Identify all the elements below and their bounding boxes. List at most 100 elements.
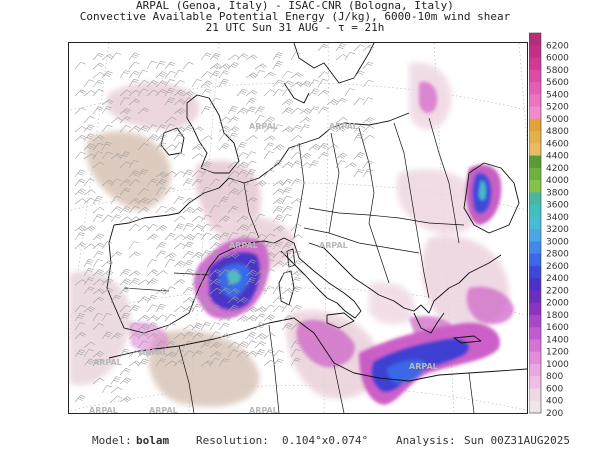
wind-barb: [173, 170, 186, 178]
wind-barb: [164, 87, 175, 97]
wind-barb: [119, 179, 131, 187]
wind-barb: [119, 268, 131, 277]
colorbar-tick-label: 2600: [546, 262, 569, 272]
colorbar-tick-label: 2800: [546, 250, 569, 260]
wind-barb: [200, 106, 211, 115]
wind-barb: [263, 286, 275, 295]
wind-barb: [245, 54, 258, 61]
wind-barb: [281, 315, 294, 322]
wind-barb: [263, 268, 275, 277]
wind-barb: [173, 242, 186, 250]
wind-barb: [128, 322, 140, 331]
wind-barb: [128, 332, 141, 340]
wind-barb: [83, 189, 96, 196]
wind-barb: [281, 80, 294, 88]
wind-barb: [119, 116, 131, 124]
wind-barb: [155, 71, 168, 79]
wind-barb: [155, 287, 168, 295]
wind-barb: [218, 322, 230, 331]
wind-barb: [119, 396, 132, 403]
colorbar-border: [529, 32, 542, 414]
wind-barb: [182, 350, 195, 358]
wind-barb: [218, 63, 231, 70]
colorbar-swatch: [529, 143, 541, 156]
wind-barb: [101, 54, 114, 61]
wind-barb: [101, 331, 113, 340]
wind-barb: [362, 79, 374, 88]
map-canvas: ARPAL ARPAL ARPAL ARPAL ARPAL ARPAL ARPA…: [69, 43, 527, 413]
wind-barb: [146, 349, 158, 358]
wind-barb: [92, 259, 103, 268]
wind-barb: [236, 88, 248, 97]
wind-barb: [281, 214, 292, 223]
wind-barb: [146, 269, 159, 277]
wind-barb: [119, 278, 132, 286]
wind-barb: [101, 70, 113, 79]
wind-barb: [290, 160, 302, 169]
wind-barb: [209, 52, 221, 61]
wind-barb: [227, 252, 240, 259]
wind-barb: [101, 179, 114, 187]
wind-barb: [191, 350, 203, 358]
wind-barb: [209, 287, 222, 295]
wind-barb: [227, 161, 240, 169]
colorbar-tick-label: 6200: [546, 41, 569, 51]
wind-barb: [164, 97, 176, 106]
wind-barb: [200, 232, 212, 241]
wind-barb: [182, 250, 194, 259]
wind-barb: [362, 125, 375, 133]
wind-barb: [227, 288, 240, 295]
wind-barb: [164, 116, 177, 124]
wind-barb: [173, 80, 185, 88]
wind-barb: [254, 233, 267, 241]
wind-barbs: [74, 43, 375, 403]
wind-barb: [101, 278, 113, 286]
wind-barb: [272, 79, 284, 88]
wind-barb: [290, 81, 303, 88]
wind-barb: [173, 215, 186, 223]
wind-barb: [353, 44, 366, 52]
colorbar-swatch: [529, 351, 541, 365]
wind-barb: [290, 286, 302, 295]
wind-barb: [299, 124, 311, 133]
wind-barb: [254, 313, 266, 322]
wind-barb: [209, 178, 221, 187]
wind-barb: [272, 241, 283, 250]
wind-barb: [209, 358, 220, 367]
watermark-label: ARPAL: [149, 406, 178, 413]
wind-barb: [200, 296, 213, 304]
wind-barb: [110, 196, 121, 205]
wind-barb: [74, 304, 86, 313]
colorbar-swatch: [529, 241, 541, 255]
wind-barb: [200, 169, 212, 178]
wind-barb: [74, 313, 85, 322]
wind-barb: [146, 322, 158, 331]
wind-barb: [218, 232, 230, 241]
wind-barb: [218, 143, 230, 151]
wind-barb: [128, 61, 140, 70]
wind-barb: [92, 79, 104, 88]
wind-barb: [281, 178, 293, 187]
wind-barb: [245, 223, 257, 232]
wind-barb: [128, 70, 140, 79]
wind-barb: [326, 125, 339, 133]
title-line-1: ARPAL (Genoa, Italy) - ISAC-CNR (Bologna…: [136, 0, 454, 12]
colorbar-tick-label: 600: [546, 384, 563, 394]
wind-barb: [245, 151, 257, 160]
wind-barb: [272, 350, 284, 358]
wind-barb: [254, 115, 266, 124]
wind-barb: [209, 322, 221, 331]
wind-barb: [101, 313, 112, 322]
title-line-2: Convective Available Potential Energy (J…: [79, 10, 511, 23]
wind-barb: [128, 160, 139, 169]
wind-barb: [236, 341, 248, 349]
wind-barb: [254, 341, 266, 349]
wind-barb: [191, 322, 203, 331]
wind-barb: [83, 197, 96, 205]
wind-barb: [308, 106, 320, 115]
wind-barb: [353, 70, 365, 79]
wind-barb: [155, 358, 167, 367]
wind-barb: [146, 61, 157, 70]
wind-barb: [236, 107, 249, 115]
wind-barb: [164, 286, 176, 295]
